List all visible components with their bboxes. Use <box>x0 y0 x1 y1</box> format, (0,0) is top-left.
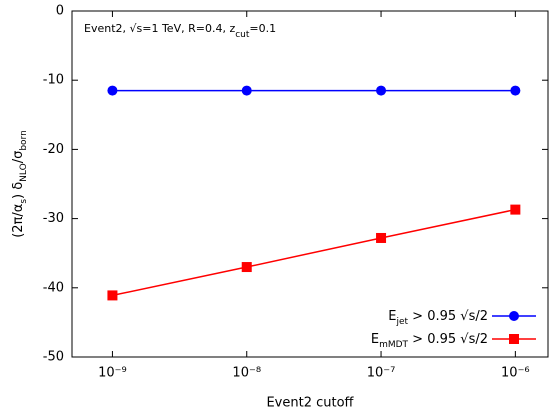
text-part: ) δ <box>11 182 26 199</box>
y-tick-label: -50 <box>43 350 64 365</box>
legend-marker <box>509 311 519 321</box>
marker <box>241 85 252 96</box>
x-tick-label: 10⁻⁹ <box>98 366 127 381</box>
text-part: > 0.95 √s/2 <box>408 309 488 324</box>
text-part: Event2, √s=1 TeV, R=0.4, z <box>84 22 235 35</box>
text-part: (2π/α <box>11 204 26 238</box>
marker <box>376 85 387 96</box>
marker <box>510 85 521 96</box>
marker <box>510 204 521 215</box>
y-tick-label: -20 <box>43 142 64 157</box>
marker <box>241 262 252 273</box>
subscript: born <box>19 130 29 150</box>
x-tick-label: 10⁻⁶ <box>501 366 530 381</box>
text-part: > 0.95 √s/2 <box>408 332 488 347</box>
x-tick-label: 10⁻⁸ <box>232 366 261 381</box>
marker <box>107 290 118 301</box>
plot-frame <box>71 10 549 358</box>
text-part: E <box>388 309 396 324</box>
text-part: /σ <box>11 151 26 164</box>
y-axis-title: (2π/αs) δNLO/σborn <box>11 130 29 238</box>
y-tick-label: -10 <box>43 73 64 88</box>
subscript: mMDT <box>379 340 408 350</box>
x-axis-title: Event2 cutoff <box>266 396 354 411</box>
y-tick-label: -40 <box>43 280 64 295</box>
y-tick-label: -30 <box>43 211 64 226</box>
marker <box>376 232 387 243</box>
marker <box>107 85 118 96</box>
subscript: jet <box>395 317 408 327</box>
subscript: s <box>19 199 29 204</box>
series-line <box>112 208 516 297</box>
legend-label: Ejet > 0.95 √s/2 <box>388 309 488 327</box>
subscript: cut <box>235 30 250 40</box>
y-tick-label: 0 <box>56 4 64 19</box>
text-part: =0.1 <box>249 22 276 35</box>
x-tick-label: 10⁻⁷ <box>367 366 396 381</box>
legend-marker <box>509 334 519 344</box>
annotation: Event2, √s=1 TeV, R=0.4, zcut=0.1 <box>84 22 276 40</box>
legend-label: EmMDT > 0.95 √s/2 <box>371 332 488 350</box>
text-part: E <box>371 332 379 347</box>
subscript: NLO <box>19 163 29 182</box>
